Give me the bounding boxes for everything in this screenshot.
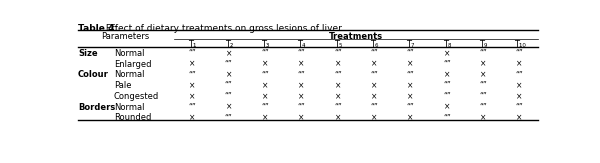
Text: Effect of dietary treatments on gross lesions of liver: Effect of dietary treatments on gross le… bbox=[103, 24, 342, 33]
Text: “”: “” bbox=[443, 81, 451, 90]
Text: ×: × bbox=[298, 113, 305, 123]
Text: ×: × bbox=[517, 113, 523, 123]
Text: “”: “” bbox=[188, 49, 196, 58]
Text: T₇: T₇ bbox=[406, 40, 415, 49]
Text: “”: “” bbox=[479, 49, 487, 58]
Text: ×: × bbox=[480, 113, 487, 123]
Text: “”: “” bbox=[334, 49, 341, 58]
Text: “”: “” bbox=[515, 49, 523, 58]
Text: ×: × bbox=[189, 92, 196, 101]
Text: Normal: Normal bbox=[114, 70, 144, 79]
Text: T₃: T₃ bbox=[261, 40, 269, 49]
Text: T₈: T₈ bbox=[443, 40, 451, 49]
Text: ×: × bbox=[517, 92, 523, 101]
Text: “”: “” bbox=[370, 70, 378, 79]
Text: “”: “” bbox=[407, 103, 415, 112]
Text: “”: “” bbox=[334, 103, 341, 112]
Text: “”: “” bbox=[479, 92, 487, 101]
Text: ×: × bbox=[226, 49, 232, 58]
Text: ×: × bbox=[298, 60, 305, 69]
Text: ×: × bbox=[189, 113, 196, 123]
Text: “”: “” bbox=[479, 103, 487, 112]
Text: “”: “” bbox=[225, 60, 233, 69]
Text: Borders: Borders bbox=[78, 103, 115, 112]
Text: T₄: T₄ bbox=[297, 40, 305, 49]
Text: ×: × bbox=[298, 81, 305, 90]
Text: “”: “” bbox=[225, 113, 233, 123]
Text: “”: “” bbox=[443, 113, 451, 123]
Text: ×: × bbox=[371, 60, 377, 69]
Text: ×: × bbox=[226, 103, 232, 112]
Text: T₂: T₂ bbox=[224, 40, 233, 49]
Text: T₆: T₆ bbox=[370, 40, 378, 49]
Text: “”: “” bbox=[261, 103, 269, 112]
Text: “”: “” bbox=[370, 103, 378, 112]
Text: “”: “” bbox=[188, 70, 196, 79]
Text: T₁₀: T₁₀ bbox=[514, 40, 526, 49]
Text: ×: × bbox=[226, 70, 232, 79]
Text: ×: × bbox=[262, 113, 268, 123]
Text: “”: “” bbox=[407, 70, 415, 79]
Text: T₉: T₉ bbox=[479, 40, 487, 49]
Text: “”: “” bbox=[370, 49, 378, 58]
Text: ×: × bbox=[335, 113, 341, 123]
Text: ×: × bbox=[407, 92, 413, 101]
Text: “”: “” bbox=[298, 49, 305, 58]
Text: Pale: Pale bbox=[114, 81, 131, 90]
Text: Colour: Colour bbox=[78, 70, 109, 79]
Text: “”: “” bbox=[261, 70, 269, 79]
Text: “”: “” bbox=[298, 103, 305, 112]
Text: Normal: Normal bbox=[114, 103, 144, 112]
Text: Congested: Congested bbox=[114, 92, 159, 101]
Text: ×: × bbox=[517, 60, 523, 69]
Text: “”: “” bbox=[515, 70, 523, 79]
Text: T₁: T₁ bbox=[188, 40, 197, 49]
Text: “”: “” bbox=[298, 70, 305, 79]
Text: “”: “” bbox=[334, 70, 341, 79]
Text: “”: “” bbox=[188, 103, 196, 112]
Text: “”: “” bbox=[479, 81, 487, 90]
Text: Treatments: Treatments bbox=[329, 32, 383, 41]
Text: ×: × bbox=[480, 60, 487, 69]
Text: Parameters: Parameters bbox=[101, 32, 149, 41]
Text: ×: × bbox=[262, 92, 268, 101]
Text: ×: × bbox=[262, 60, 268, 69]
Text: ×: × bbox=[371, 81, 377, 90]
Text: ×: × bbox=[335, 92, 341, 101]
Text: ×: × bbox=[443, 49, 450, 58]
Text: ×: × bbox=[335, 81, 341, 90]
Text: Rounded: Rounded bbox=[114, 113, 151, 123]
Text: “”: “” bbox=[443, 92, 451, 101]
Text: ×: × bbox=[262, 81, 268, 90]
Text: ×: × bbox=[407, 81, 413, 90]
Text: “”: “” bbox=[407, 49, 415, 58]
Text: ×: × bbox=[407, 113, 413, 123]
Text: ×: × bbox=[189, 81, 196, 90]
Text: ×: × bbox=[189, 60, 196, 69]
Text: “”: “” bbox=[225, 81, 233, 90]
Text: ×: × bbox=[480, 70, 487, 79]
Text: ×: × bbox=[443, 70, 450, 79]
Text: Normal: Normal bbox=[114, 49, 144, 58]
Text: ×: × bbox=[298, 92, 305, 101]
Text: Table 4:: Table 4: bbox=[78, 24, 118, 33]
Text: “”: “” bbox=[515, 103, 523, 112]
Text: ×: × bbox=[443, 103, 450, 112]
Text: ×: × bbox=[371, 113, 377, 123]
Text: ×: × bbox=[407, 60, 413, 69]
Text: T₅: T₅ bbox=[334, 40, 342, 49]
Text: “”: “” bbox=[443, 60, 451, 69]
Text: “”: “” bbox=[261, 49, 269, 58]
Text: “”: “” bbox=[225, 92, 233, 101]
Text: ×: × bbox=[371, 92, 377, 101]
Text: Size: Size bbox=[78, 49, 98, 58]
Text: Enlarged: Enlarged bbox=[114, 60, 151, 69]
Text: ×: × bbox=[335, 60, 341, 69]
Text: ×: × bbox=[517, 81, 523, 90]
